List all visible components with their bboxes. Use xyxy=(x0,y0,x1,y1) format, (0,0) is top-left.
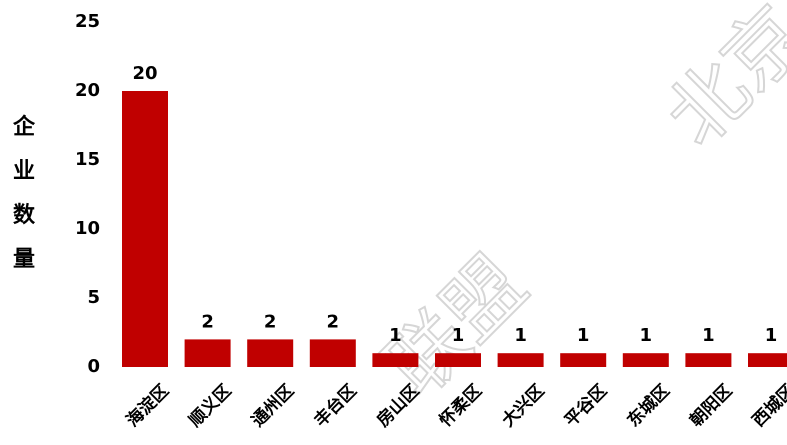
bar xyxy=(372,353,419,367)
data-label: 1 xyxy=(389,325,402,346)
data-label: 1 xyxy=(765,325,778,346)
y-tick-label: 0 xyxy=(87,356,100,377)
bar xyxy=(435,353,481,367)
x-category-label: 房山区 xyxy=(373,380,424,431)
bar xyxy=(122,91,168,367)
y-tick-label: 15 xyxy=(75,149,100,170)
x-category-label: 东城区 xyxy=(623,380,674,431)
bar xyxy=(247,339,294,367)
x-category-label: 顺义区 xyxy=(185,380,236,431)
data-label: 2 xyxy=(264,311,277,332)
data-label: 1 xyxy=(452,325,465,346)
bar xyxy=(184,339,231,367)
data-label: 2 xyxy=(201,311,214,332)
data-labels: 20 2 2 2 1 1 1 1 1 1 1 xyxy=(132,63,777,346)
data-label: 20 xyxy=(132,63,157,84)
bar xyxy=(497,353,544,367)
y-tick-label: 25 xyxy=(75,11,100,32)
y-axis-label-char: 企 xyxy=(12,114,36,140)
bar xyxy=(622,353,669,367)
x-category-label: 通州区 xyxy=(248,381,298,431)
data-label: 1 xyxy=(514,325,527,346)
x-category-label: 大兴区 xyxy=(498,380,549,431)
y-tick-label: 5 xyxy=(87,287,100,308)
data-label: 1 xyxy=(577,325,590,346)
y-tick-label: 10 xyxy=(75,218,100,239)
bar xyxy=(309,339,356,367)
bars xyxy=(122,91,787,367)
data-label: 1 xyxy=(640,325,653,346)
y-axis-ticks: 0 5 10 15 20 25 xyxy=(75,11,100,377)
y-axis-label-char: 业 xyxy=(13,159,35,184)
x-category-label: 西城区 xyxy=(749,381,787,431)
bar xyxy=(685,353,732,367)
y-tick-label: 20 xyxy=(75,80,100,101)
x-category-label: 丰台区 xyxy=(310,380,361,431)
bar xyxy=(748,353,787,367)
watermark-text-beijing: 北京 xyxy=(650,0,787,163)
bar xyxy=(560,353,607,367)
x-category-label: 海淀区 xyxy=(122,380,173,431)
watermark-layer: 联盟 北京 xyxy=(369,0,787,414)
x-category-label: 朝阳区 xyxy=(686,380,737,431)
data-label: 2 xyxy=(327,311,340,332)
y-axis-label-char: 量 xyxy=(13,247,35,272)
x-category-label: 平谷区 xyxy=(561,381,611,431)
data-label: 1 xyxy=(702,325,715,346)
y-axis-label-char: 数 xyxy=(13,202,36,228)
